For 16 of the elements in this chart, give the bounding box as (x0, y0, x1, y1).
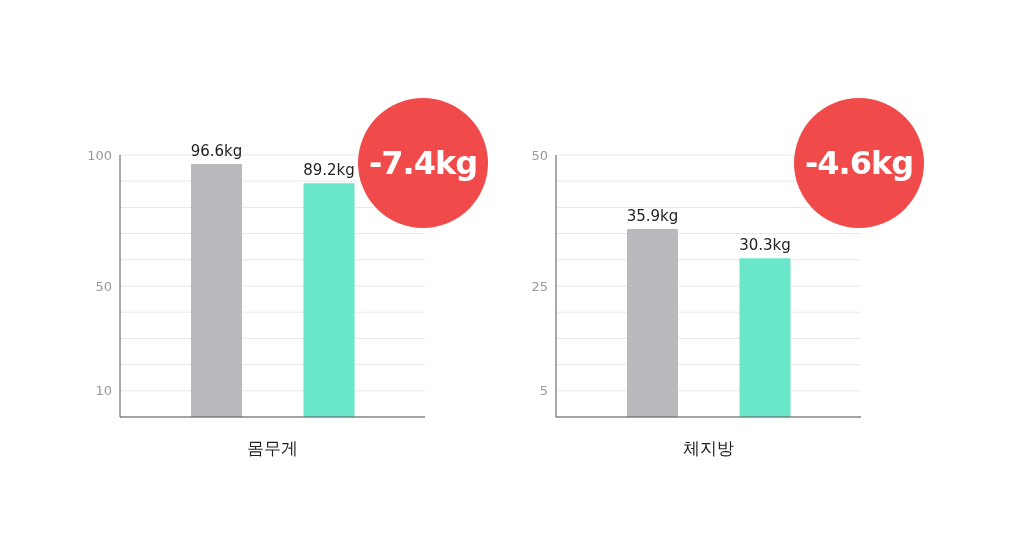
circle-badge: -4.6kg (794, 98, 924, 228)
x-axis-title: 몸무게 (247, 438, 298, 458)
y-tick-label: 50 (95, 278, 112, 294)
y-tick-label: 10 (95, 383, 112, 399)
circle-badge: -7.4kg (358, 98, 488, 228)
y-tick-label: 50 (531, 147, 548, 163)
y-tick-label: 5 (539, 383, 548, 399)
annotation: -4.6kg (804, 144, 914, 182)
data-label: 89.2kg (303, 161, 355, 180)
annotation: -7.4kg (368, 144, 478, 182)
data-label: 30.3kg (739, 236, 791, 255)
data-label: 96.6kg (190, 141, 243, 160)
x-axis-title: 체지방 (683, 438, 734, 458)
y-tick-label: 25 (531, 278, 548, 294)
y-tick-label: 100 (87, 147, 112, 163)
data-label: 35.9kg (626, 206, 679, 225)
